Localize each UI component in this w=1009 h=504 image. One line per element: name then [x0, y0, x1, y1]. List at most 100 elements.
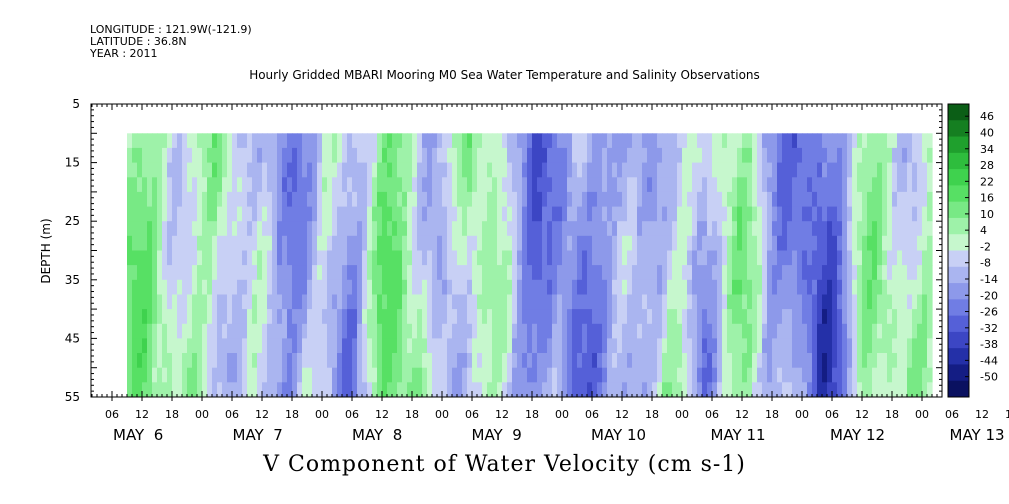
field-cell: [692, 162, 698, 178]
field-cell: [582, 177, 588, 193]
field-cell: [222, 162, 228, 178]
field-cell: [572, 206, 578, 222]
field-cell: [707, 177, 713, 193]
field-cell: [517, 382, 523, 397]
field-cell: [567, 191, 573, 208]
field-cell: [922, 177, 928, 193]
field-cell: [697, 133, 703, 149]
field-cell: [602, 294, 608, 310]
field-cell: [637, 206, 643, 222]
field-cell: [347, 250, 353, 266]
field-cell: [667, 294, 673, 310]
field-cell: [302, 206, 308, 222]
field-cell: [792, 133, 798, 149]
field-cell: [242, 367, 248, 383]
field-cell: [532, 133, 538, 149]
field-cell: [382, 206, 388, 222]
field-cell: [852, 133, 858, 149]
field-cell: [247, 279, 253, 296]
field-cell: [337, 294, 343, 310]
field-cell: [852, 279, 858, 296]
field-cell: [742, 309, 748, 325]
field-cell: [272, 279, 278, 296]
field-cell: [817, 221, 823, 237]
field-cell: [902, 353, 908, 369]
field-cell: [922, 279, 928, 296]
field-cell: [297, 133, 303, 149]
field-cell: [542, 133, 548, 149]
field-cell: [342, 206, 348, 222]
field-cell: [492, 265, 498, 281]
field-cell: [302, 382, 308, 397]
field-cell: [132, 162, 138, 178]
field-cell: [632, 147, 638, 164]
field-cell: [307, 177, 313, 193]
field-cell: [387, 162, 393, 178]
field-cell: [252, 206, 258, 222]
field-cell: [352, 367, 358, 383]
field-cell: [497, 221, 503, 237]
field-cell: [312, 133, 318, 149]
field-cell: [207, 250, 213, 266]
field-cell: [357, 250, 363, 266]
field-cell: [507, 162, 513, 178]
field-cell: [782, 147, 788, 164]
field-cell: [842, 221, 848, 237]
field-cell: [492, 250, 498, 266]
x-axis-label: V Component of Water Velocity (cm s-1): [263, 452, 746, 477]
field-cell: [777, 191, 783, 208]
field-cell: [607, 265, 613, 281]
field-cell: [447, 147, 453, 164]
field-cell: [162, 191, 168, 208]
field-cell: [467, 323, 473, 339]
field-cell: [167, 235, 173, 252]
field-cell: [892, 133, 898, 149]
field-cell: [547, 338, 553, 354]
field-cell: [627, 221, 633, 237]
field-cell: [657, 294, 663, 310]
field-cell: [227, 191, 233, 208]
field-cell: [177, 382, 183, 397]
field-cell: [177, 162, 183, 178]
field-cell: [257, 162, 263, 178]
field-cell: [472, 382, 478, 397]
field-cell: [432, 294, 438, 310]
field-cell: [522, 367, 528, 383]
field-cell: [407, 221, 413, 237]
field-cell: [832, 191, 838, 208]
field-cell: [442, 221, 448, 237]
field-cell: [372, 162, 378, 178]
field-cell: [352, 147, 358, 164]
field-cell: [402, 279, 408, 296]
field-cell: [727, 367, 733, 383]
field-cell: [777, 367, 783, 383]
field-cell: [282, 309, 288, 325]
field-cell: [432, 177, 438, 193]
field-cell: [197, 147, 203, 164]
field-cell: [612, 294, 618, 310]
field-cell: [317, 162, 323, 178]
field-cell: [867, 221, 873, 237]
field-cell: [212, 250, 218, 266]
field-cell: [212, 338, 218, 354]
field-cell: [752, 265, 758, 281]
field-cell: [887, 206, 893, 222]
field-cell: [752, 250, 758, 266]
field-cell: [322, 309, 328, 325]
field-cell: [807, 323, 813, 339]
field-cell: [732, 177, 738, 193]
field-cell: [312, 367, 318, 383]
field-cell: [472, 177, 478, 193]
field-cell: [732, 338, 738, 354]
x-day-label: MAY 11: [711, 426, 766, 444]
field-cell: [872, 382, 878, 397]
field-cell: [632, 221, 638, 237]
field-cell: [472, 147, 478, 164]
field-cell: [432, 323, 438, 339]
field-cell: [902, 367, 908, 383]
field-cell: [487, 294, 493, 310]
field-cell: [347, 235, 353, 252]
field-cell: [292, 235, 298, 252]
field-cell: [282, 162, 288, 178]
